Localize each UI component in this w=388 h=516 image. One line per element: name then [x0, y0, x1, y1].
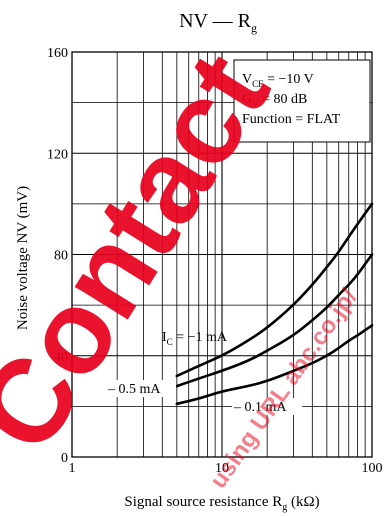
x-tick-label: 10 [215, 461, 229, 476]
series-label-background [232, 398, 302, 415]
y-tick-label: 120 [47, 147, 68, 162]
y-tick-label: 80 [54, 249, 68, 264]
y-tick-label: 160 [47, 46, 68, 61]
conditions-box-background [233, 59, 371, 143]
series-line-3 [175, 324, 374, 406]
x-tick-label: 1 [69, 461, 76, 476]
conditions-box: VCE = −10 V GV = 80 dB Function = FLAT [233, 59, 371, 143]
condition-line: Function = FLAT [242, 112, 341, 127]
series-labels: IC = −1 mA – 0.5 mA – 0.1 mA [106, 330, 302, 415]
series-label-background [106, 380, 176, 397]
tick-labels: 1 10 100 0 40 80 120 160 [47, 46, 383, 476]
x-tick-label: 100 [362, 461, 383, 476]
condition-line: GV = 80 dB [242, 92, 307, 109]
series-label-2: – 0.5 mA [107, 382, 161, 397]
x-axis-label: Signal source resistance Rg (kΩ) [124, 494, 319, 513]
y-tick-label: 40 [54, 350, 68, 365]
series-label-3: – 0.1 mA [233, 400, 287, 415]
y-tick-label: 0 [61, 451, 68, 466]
condition-line: VCE = −10 V [242, 72, 314, 89]
series-line-1 [175, 202, 374, 378]
series-label-1: IC = −1 mA [162, 330, 228, 347]
chart-series [175, 202, 374, 406]
plot-frame [71, 51, 373, 458]
y-axis-label: Noise voltage NV (mV) [15, 186, 31, 330]
chart-title: NV — Rg [179, 10, 257, 35]
series-line-2 [175, 253, 374, 388]
